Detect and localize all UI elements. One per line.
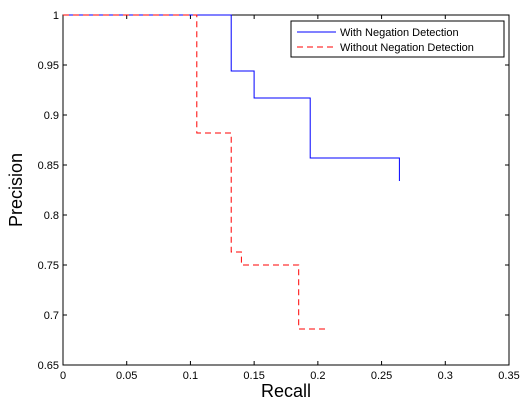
y-tick-label: 0.8 <box>44 210 59 222</box>
y-tick-label: 0.95 <box>38 60 59 72</box>
x-tick-label: 0.3 <box>438 370 453 382</box>
y-tick-label: 1 <box>53 10 59 22</box>
y-tick-label: 0.65 <box>38 360 59 372</box>
y-tick-label: 0.85 <box>38 160 59 172</box>
legend-label-with-negation: With Negation Detection <box>340 27 459 39</box>
x-tick-label: 0.35 <box>498 370 519 382</box>
x-tick-label: 0.25 <box>371 370 392 382</box>
y-tick-label: 0.9 <box>44 110 59 122</box>
x-tick-label: 0.05 <box>116 370 137 382</box>
x-axis-title: Recall <box>261 381 311 401</box>
y-tick-label: 0.7 <box>44 310 59 322</box>
legend-label-without-negation: Without Negation Detection <box>340 42 474 54</box>
legend: With Negation Detection Without Negation… <box>291 21 504 57</box>
y-tick-label: 0.75 <box>38 260 59 272</box>
plot-area <box>63 15 509 365</box>
x-tick-label: 0.1 <box>183 370 198 382</box>
x-tick-label: 0.2 <box>310 370 325 382</box>
y-axis-title: Precision <box>6 153 26 227</box>
x-tick-label: 0 <box>60 370 66 382</box>
